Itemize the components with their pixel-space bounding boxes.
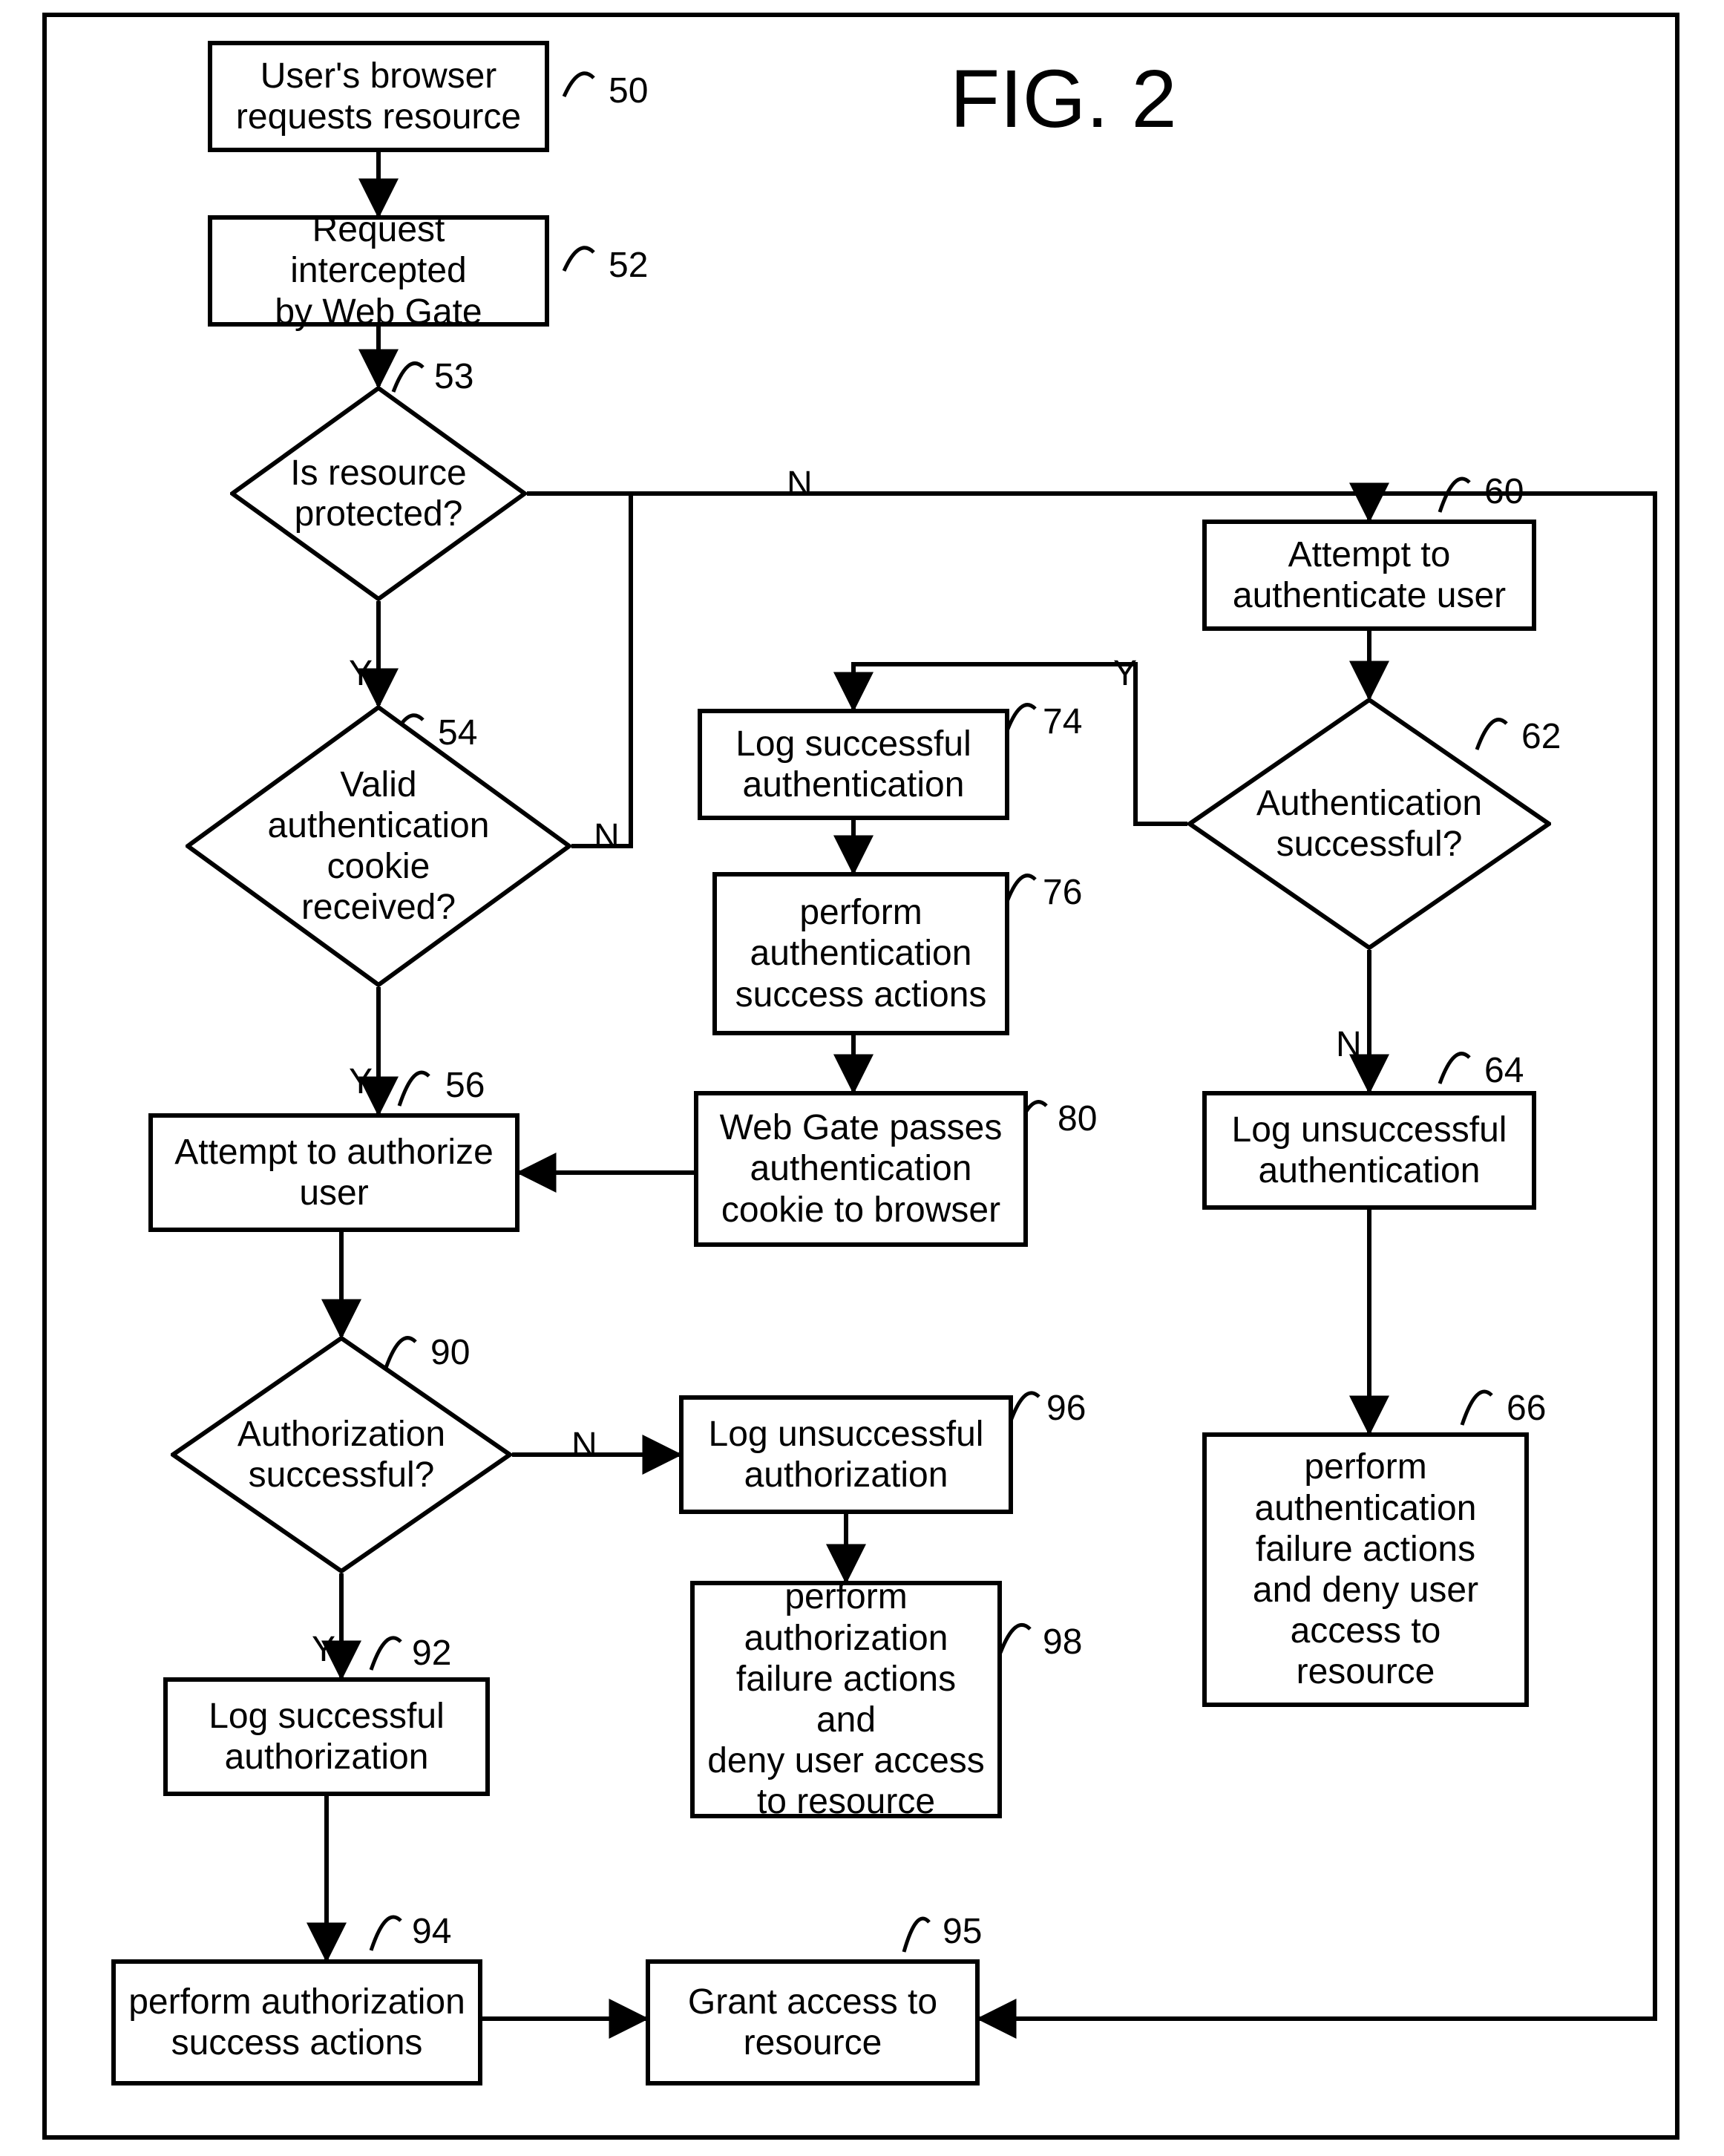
figure-title: FIG. 2 [950,52,1177,146]
ref-94: 94 [412,1911,451,1952]
ref-60: 60 [1484,471,1524,512]
node-n94: perform authorizationsuccess actions [111,1959,482,2085]
node-n53: Is resourceprotected? [230,386,527,601]
node-n52: Request interceptedby Web Gate [208,215,549,327]
node-n76: performauthenticationsuccess actions [712,872,1009,1035]
ref-62: 62 [1521,716,1561,757]
node-n54: Validauthenticationcookiereceived? [186,705,571,987]
ref-53: 53 [434,356,473,397]
ref-95: 95 [943,1911,982,1952]
edge-label-9: N [594,816,620,857]
ref-54: 54 [438,712,477,753]
node-n98: performauthorizationfailure actions andd… [690,1581,1002,1818]
node-n66: performauthenticationfailure actionsand … [1202,1432,1529,1707]
ref-96: 96 [1046,1388,1086,1429]
ref-98: 98 [1043,1622,1082,1662]
node-n60: Attempt toauthenticate user [1202,520,1536,631]
edge-label-16: N [1336,1024,1362,1065]
edge-label-3: Y [349,1061,373,1102]
ref-56: 56 [445,1065,485,1106]
ref-64: 64 [1484,1050,1524,1091]
edge-label-5: Y [312,1629,335,1670]
edge-label-8: N [787,464,813,505]
node-n50: User's browserrequests resource [208,41,549,152]
node-n92: Log successfulauthorization [163,1677,490,1796]
node-n80: Web Gate passesauthenticationcookie to b… [694,1091,1028,1247]
node-n74: Log successfulauthentication [698,709,1009,820]
node-n96: Log unsuccessfulauthorization [679,1395,1013,1514]
ref-74: 74 [1043,701,1082,742]
ref-66: 66 [1507,1388,1546,1429]
node-n95: Grant access toresource [646,1959,980,2085]
ref-52: 52 [609,245,648,286]
node-n62: Authenticationsuccessful? [1187,698,1551,950]
ref-92: 92 [412,1633,451,1674]
node-n56: Attempt to authorizeuser [148,1113,520,1232]
node-n64: Log unsuccessfulauthentication [1202,1091,1536,1210]
ref-76: 76 [1043,872,1082,913]
flowchart-canvas: FIG. 2 User's browserrequests resource Re… [0,0,1724,2156]
ref-50: 50 [609,71,648,111]
ref-80: 80 [1058,1098,1097,1139]
edge-label-18: N [571,1425,597,1466]
edge-label-12: Y [1113,653,1137,694]
ref-90: 90 [430,1332,470,1373]
edge-label-2: Y [349,653,373,694]
